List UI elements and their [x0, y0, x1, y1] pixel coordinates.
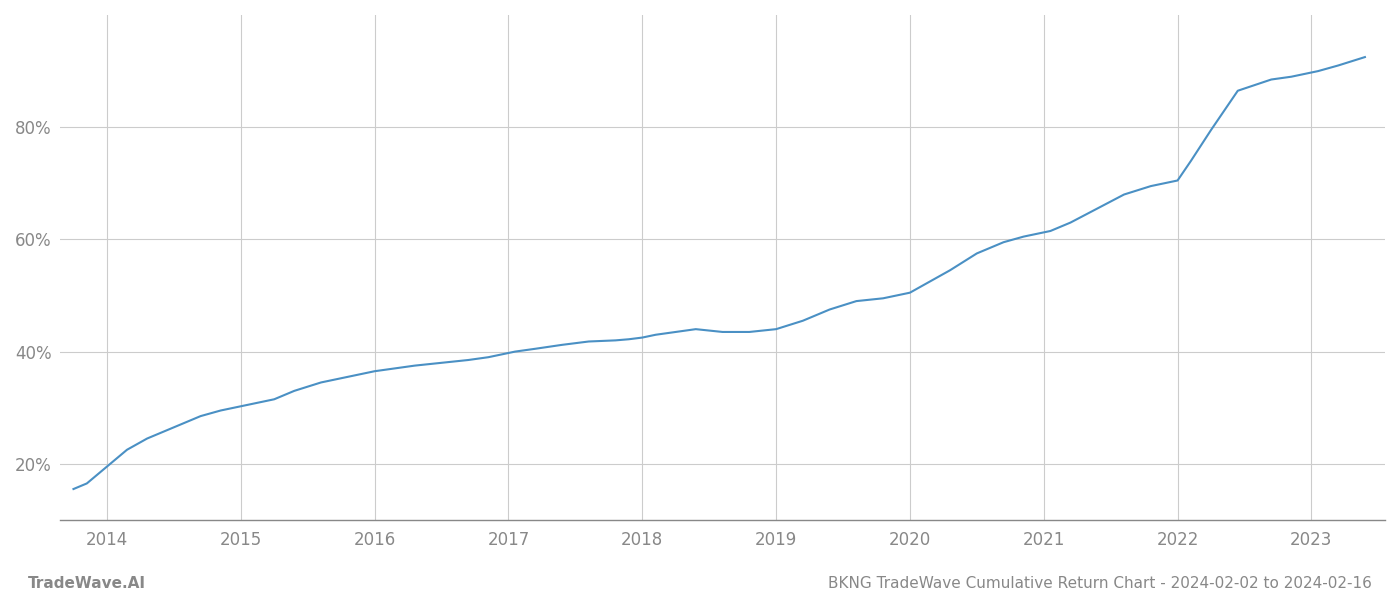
- Text: TradeWave.AI: TradeWave.AI: [28, 576, 146, 591]
- Text: BKNG TradeWave Cumulative Return Chart - 2024-02-02 to 2024-02-16: BKNG TradeWave Cumulative Return Chart -…: [829, 576, 1372, 591]
